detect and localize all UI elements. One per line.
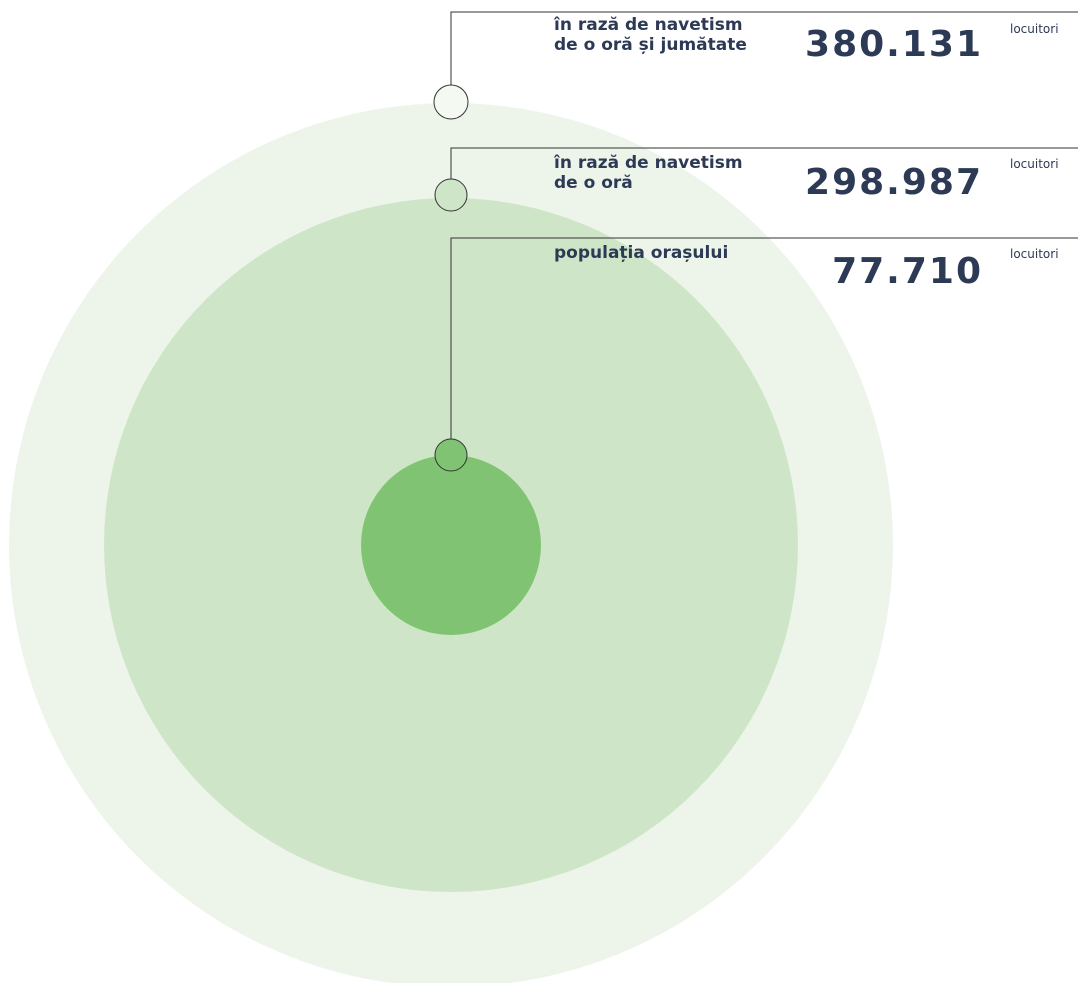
item-value: 298.987 bbox=[805, 162, 983, 203]
item-unit: locuitori bbox=[1010, 247, 1059, 261]
marker bbox=[433, 84, 469, 120]
item-label: în rază de navetism bbox=[553, 153, 743, 173]
item-label: populația orașului bbox=[554, 243, 728, 263]
item-value: 380.131 bbox=[805, 24, 983, 65]
item-unit: locuitori bbox=[1010, 157, 1059, 171]
item-label: de o oră și jumătate bbox=[554, 35, 747, 55]
marker bbox=[434, 178, 468, 212]
leader-line bbox=[450, 11, 1078, 85]
item-unit: locuitori bbox=[1010, 22, 1059, 36]
item-label: de o oră bbox=[554, 173, 633, 193]
leader-line bbox=[450, 147, 1078, 179]
leader-line bbox=[450, 237, 1078, 439]
item-value: 77.710 bbox=[832, 251, 983, 292]
marker bbox=[434, 438, 468, 472]
inner-zone bbox=[361, 455, 541, 635]
item-label: în rază de navetism bbox=[553, 15, 743, 35]
